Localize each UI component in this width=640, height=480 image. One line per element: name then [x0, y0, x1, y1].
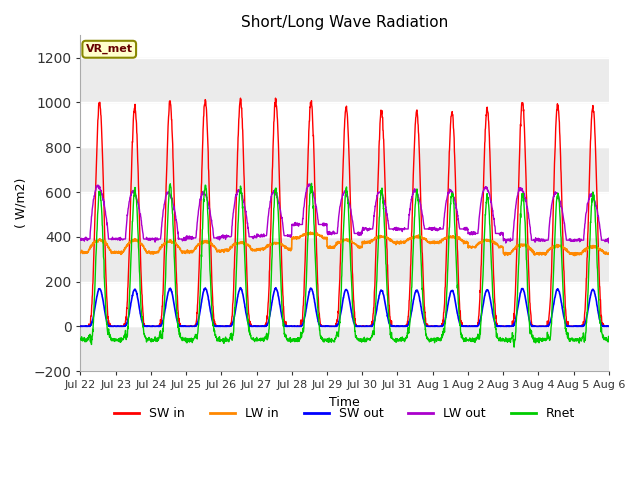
Bar — [81, 58, 609, 103]
LW in — [499, 243, 506, 249]
LW in — [307, 229, 314, 235]
Rnet — [605, 338, 612, 344]
LW out — [77, 237, 84, 242]
LW out — [605, 235, 612, 241]
Bar — [81, 147, 609, 192]
SW in — [271, 95, 279, 101]
SW out — [573, 324, 581, 329]
LW in — [605, 250, 612, 256]
Line: SW in: SW in — [81, 98, 609, 326]
Bar — [81, 103, 609, 147]
LW out — [559, 210, 566, 216]
Rnet — [559, 276, 566, 282]
Rnet — [224, 338, 232, 344]
LW out — [502, 240, 509, 246]
SW in — [573, 324, 581, 329]
Rnet — [573, 337, 581, 343]
LW in — [559, 243, 566, 249]
SW out — [499, 324, 506, 329]
Legend: SW in, LW in, SW out, LW out, Rnet: SW in, LW in, SW out, LW out, Rnet — [109, 402, 580, 425]
SW in — [559, 217, 566, 223]
SW out — [605, 323, 612, 329]
LW out — [371, 204, 379, 209]
LW in — [77, 250, 84, 256]
SW in — [224, 324, 232, 329]
Line: SW out: SW out — [81, 288, 609, 326]
Line: Rnet: Rnet — [81, 183, 609, 347]
SW out — [372, 312, 380, 318]
SW out — [77, 324, 84, 329]
Y-axis label: ( W/m2): ( W/m2) — [15, 178, 28, 228]
LW out — [360, 226, 368, 231]
SW in — [360, 323, 368, 329]
LW in — [573, 250, 581, 256]
LW out — [305, 181, 313, 187]
LW in — [371, 236, 379, 242]
SW in — [77, 324, 84, 329]
LW out — [499, 230, 506, 236]
Bar — [81, 192, 609, 237]
Text: VR_met: VR_met — [86, 44, 132, 54]
SW out — [224, 324, 232, 329]
Rnet — [499, 337, 506, 343]
SW out — [360, 324, 368, 329]
Line: LW out: LW out — [81, 184, 609, 243]
SW in — [605, 324, 612, 329]
Rnet — [371, 308, 379, 313]
LW in — [224, 247, 232, 252]
Bar — [81, 282, 609, 326]
Rnet — [360, 337, 368, 343]
SW out — [237, 285, 244, 290]
Rnet — [77, 337, 84, 343]
LW in — [360, 239, 368, 245]
SW out — [559, 307, 566, 312]
SW in — [371, 265, 379, 271]
Rnet — [510, 344, 518, 350]
X-axis label: Time: Time — [329, 396, 360, 408]
LW in — [570, 252, 578, 258]
Rnet — [308, 180, 316, 186]
LW out — [573, 237, 581, 242]
SW out — [77, 324, 85, 329]
Title: Short/Long Wave Radiation: Short/Long Wave Radiation — [241, 15, 448, 30]
Bar — [81, 326, 609, 371]
LW out — [224, 233, 232, 239]
Bar — [81, 237, 609, 282]
Line: LW in: LW in — [81, 232, 609, 255]
SW in — [499, 324, 506, 329]
